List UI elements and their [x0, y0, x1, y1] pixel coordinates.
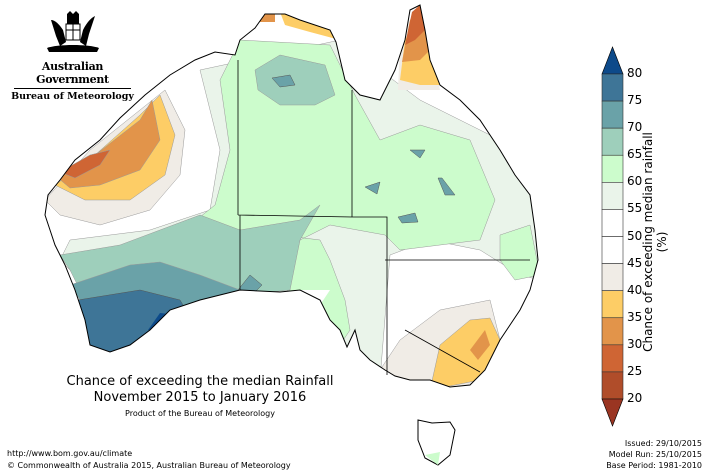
colorbar	[601, 46, 624, 427]
issued-date: Issued: 29/10/2015	[624, 439, 702, 448]
colorbar-band	[601, 290, 624, 319]
tasmania	[417, 419, 456, 466]
colorbar-band	[601, 73, 624, 102]
base-period: Base Period: 1981-2010	[606, 461, 702, 470]
colorbar-tick: 75	[627, 93, 643, 108]
colorbar-band	[601, 209, 624, 237]
colorbar-tick: 40	[627, 282, 643, 297]
colorbar-band	[601, 100, 624, 129]
copyright: © Commonwealth of Australia 2015, Austra…	[7, 461, 291, 470]
colorbar-tick: 70	[627, 120, 643, 135]
model-run-date: Model Run: 25/10/2015	[608, 450, 702, 459]
colorbar-band	[601, 317, 624, 346]
colorbar-tick: 50	[627, 228, 643, 243]
colorbar-band	[601, 127, 624, 156]
coat-of-arms-icon	[46, 11, 99, 52]
colorbar-tick: 80	[627, 66, 643, 80]
colorbar-tick: 45	[627, 255, 643, 270]
bom-logo: Australian Government Bureau of Meteorol…	[10, 10, 135, 102]
colorbar-tick: 60	[627, 174, 643, 189]
colorbar-band	[601, 182, 624, 210]
colorbar-tick: 65	[627, 147, 643, 162]
colorbar-tick: 20	[627, 391, 643, 405]
bom-url-link[interactable]: http://www.bom.gov.au/climate	[7, 449, 133, 458]
colorbar-band	[601, 263, 624, 291]
colorbar-band	[601, 154, 624, 183]
state-borders	[237, 60, 530, 375]
colorbar-tick: 35	[627, 309, 643, 324]
colorbar-tick: 55	[627, 201, 643, 216]
map-product: Product of the Bureau of Meteorology	[125, 409, 275, 418]
colorbar-under-arrow	[601, 398, 624, 427]
colorbar-tick: 25	[627, 363, 643, 378]
agency-name: Bureau of Meteorology	[11, 91, 134, 102]
map-period: November 2015 to January 2016	[93, 390, 307, 405]
map-title: Chance of exceeding the median Rainfall	[66, 374, 334, 389]
colorbar-label: Chance of exceeding median rainfall (%)	[641, 132, 669, 352]
colorbar-band	[601, 371, 624, 400]
government-name: Australian Government	[36, 60, 109, 86]
colorbar-tick: 30	[627, 336, 643, 351]
colorbar-band	[601, 344, 624, 373]
colorbar-band	[601, 236, 624, 264]
logo-divider	[14, 88, 131, 89]
colorbar-over-arrow	[601, 46, 624, 75]
